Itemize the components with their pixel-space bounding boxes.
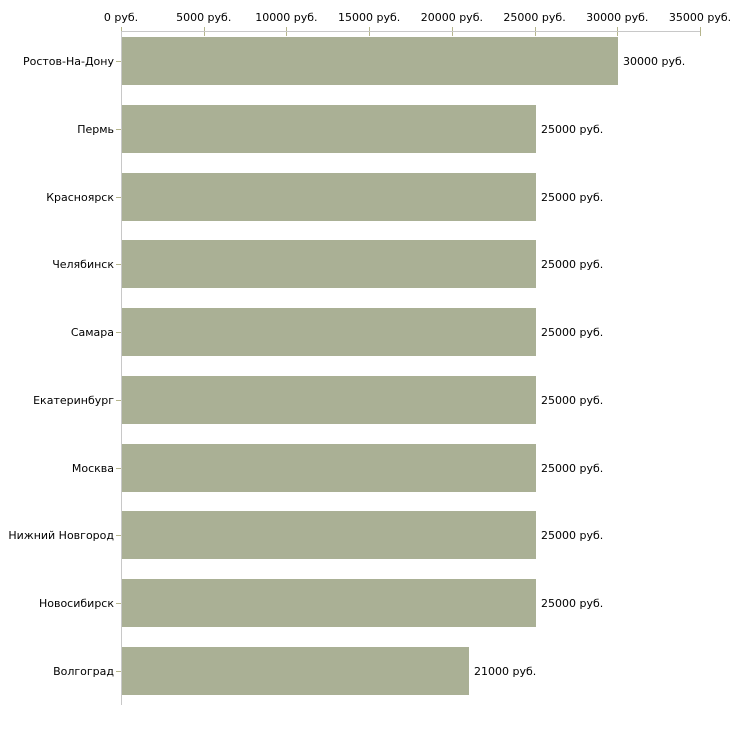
y-tick-mark	[116, 197, 121, 198]
value-label: 25000 руб.	[541, 596, 604, 610]
x-tick-label: 35000 руб.	[668, 11, 730, 24]
bar	[122, 647, 469, 695]
y-axis-line	[121, 31, 122, 705]
category-label: Новосибирск	[38, 596, 114, 610]
category-label: Челябинск	[52, 257, 114, 271]
bar	[122, 37, 618, 85]
bar	[122, 376, 536, 424]
y-tick-mark	[116, 468, 121, 469]
value-label: 25000 руб.	[541, 325, 604, 339]
bar	[122, 579, 536, 627]
x-tick-mark	[700, 27, 701, 36]
value-label: 25000 руб.	[541, 528, 604, 542]
x-tick-label: 20000 руб.	[420, 11, 483, 24]
y-tick-mark	[116, 535, 121, 536]
y-tick-mark	[116, 603, 121, 604]
bar	[122, 511, 536, 559]
y-tick-mark	[116, 332, 121, 333]
category-label: Пермь	[77, 122, 114, 136]
value-label: 25000 руб.	[541, 122, 604, 136]
value-label: 25000 руб.	[541, 393, 604, 407]
category-label: Самара	[70, 325, 114, 339]
category-label: Москва	[71, 461, 114, 475]
value-label: 21000 руб.	[474, 664, 537, 678]
y-tick-mark	[116, 129, 121, 130]
y-tick-mark	[116, 61, 121, 62]
bar	[122, 105, 536, 153]
category-label: Красноярск	[46, 190, 114, 204]
category-label: Нижний Новгород	[8, 528, 114, 542]
bar	[122, 240, 536, 288]
value-label: 25000 руб.	[541, 461, 604, 475]
value-label: 30000 руб.	[623, 54, 686, 68]
category-label: Волгоград	[53, 664, 114, 678]
x-tick-label: 25000 руб.	[503, 11, 566, 24]
category-label: Екатеринбург	[33, 393, 114, 407]
x-tick-label: 10000 руб.	[255, 11, 318, 24]
category-label: Ростов-На-Дону	[22, 54, 114, 68]
bar	[122, 444, 536, 492]
y-tick-mark	[116, 400, 121, 401]
y-tick-mark	[116, 671, 121, 672]
x-tick-label: 0 руб.	[103, 11, 139, 24]
x-tick-label: 30000 руб.	[586, 11, 649, 24]
value-label: 25000 руб.	[541, 190, 604, 204]
x-axis-line	[121, 31, 700, 32]
bar	[122, 308, 536, 356]
y-tick-mark	[116, 264, 121, 265]
bar	[122, 173, 536, 221]
x-tick-label: 15000 руб.	[338, 11, 401, 24]
value-label: 25000 руб.	[541, 257, 604, 271]
x-tick-label: 5000 руб.	[176, 11, 232, 24]
